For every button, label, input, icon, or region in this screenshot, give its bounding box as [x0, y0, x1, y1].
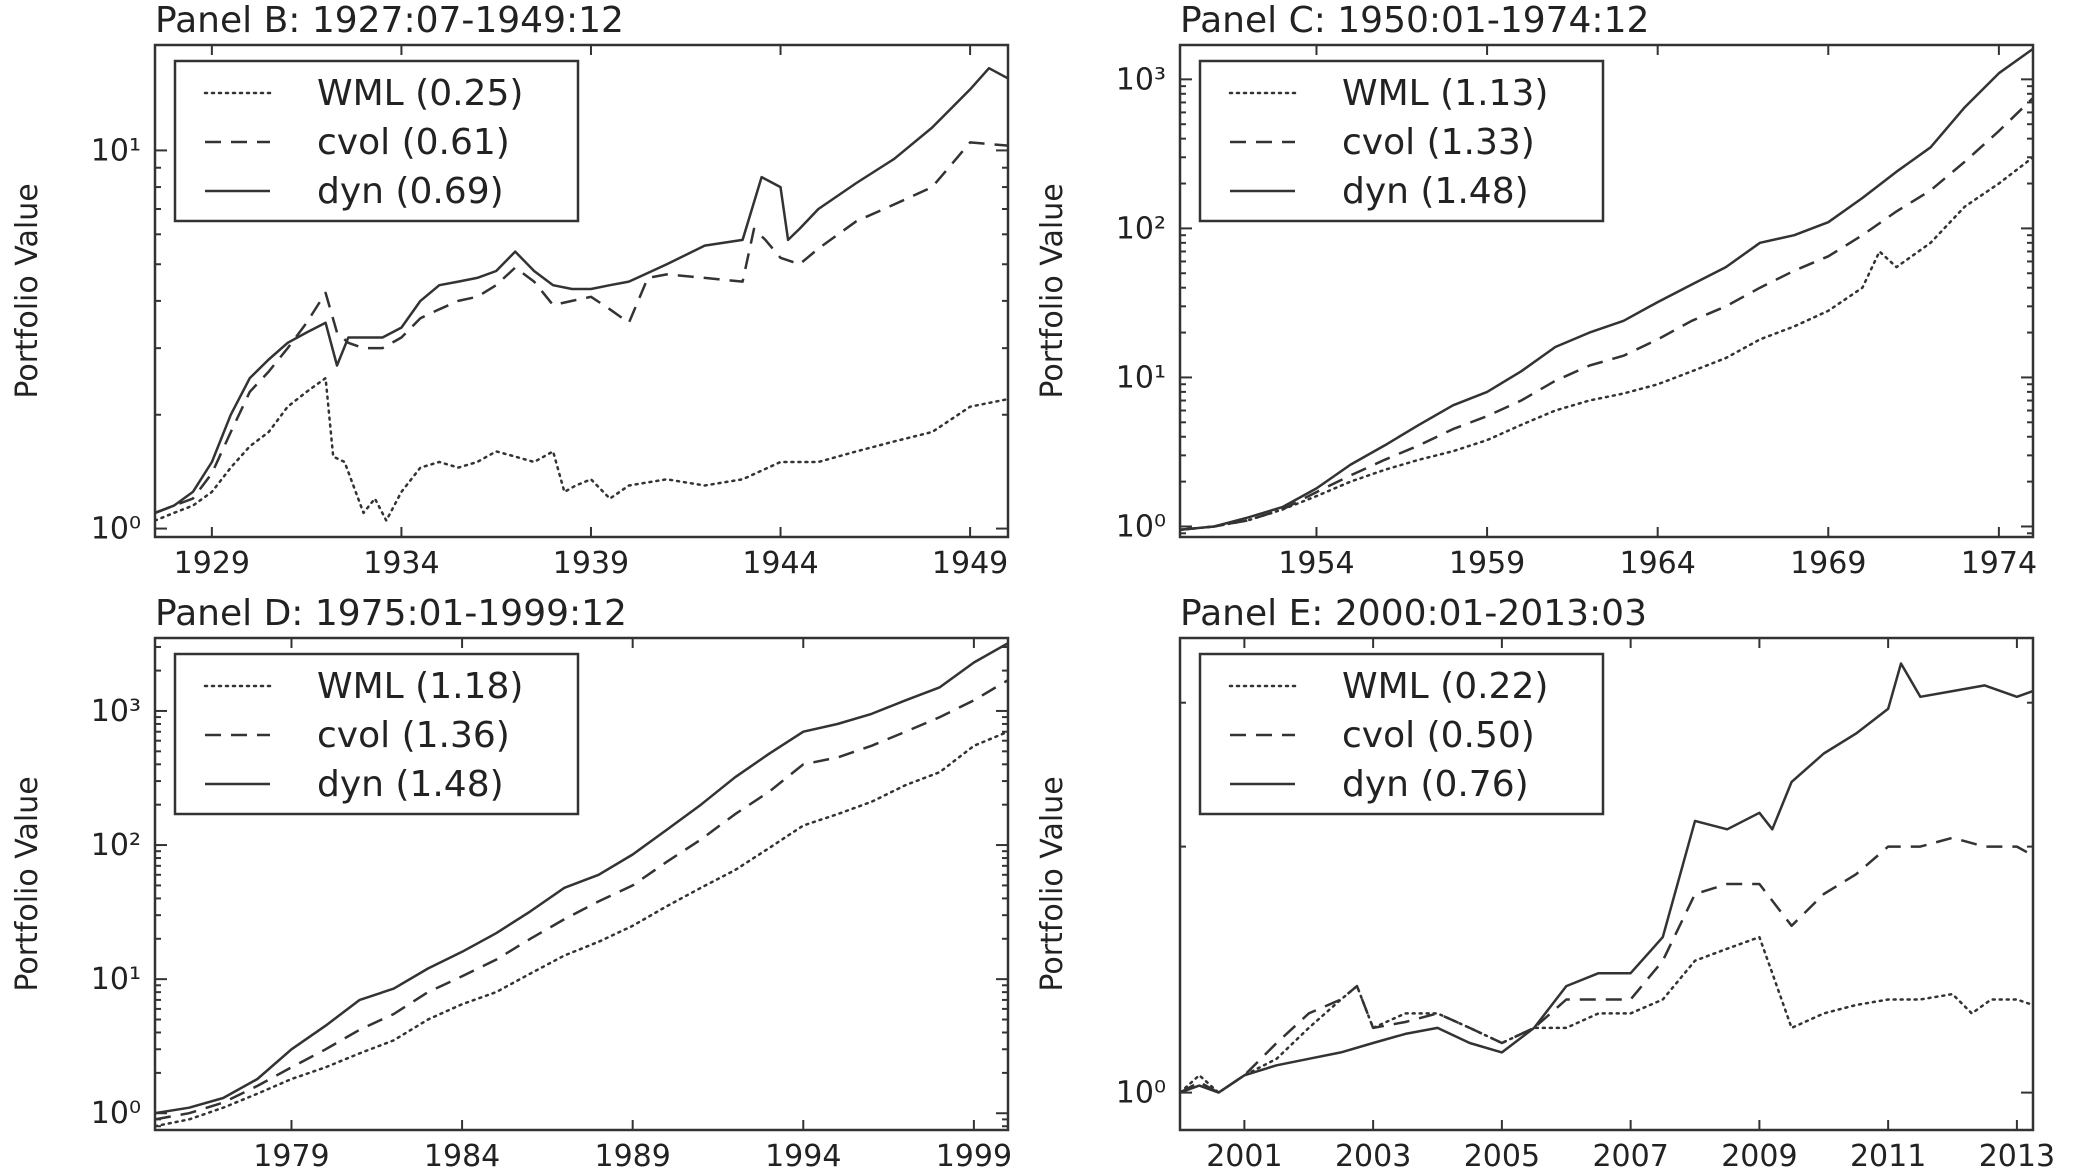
panel-e: Panel E: 2000:01-2013:03 Portfolio Value 2… — [1035, 593, 2055, 1167]
panel-title: Panel B: 1927:07-1949:12 — [155, 0, 624, 41]
series-line-dashed — [155, 679, 1008, 1121]
x-tick-label: 2013 — [1979, 1139, 2055, 1167]
y-axis-label: Portfolio Value — [10, 183, 45, 398]
x-tick-label: 1994 — [765, 1139, 841, 1167]
x-tick-label: 1939 — [553, 546, 629, 581]
x-tick-label: 1989 — [595, 1139, 671, 1167]
x-tick-label: 1979 — [253, 1139, 329, 1167]
y-tick-label: 10⁰ — [1116, 1076, 1166, 1111]
legend-entry: WML (0.25) — [317, 73, 523, 114]
x-tick-label: 2003 — [1335, 1139, 1411, 1167]
x-tick-label: 1984 — [424, 1139, 500, 1167]
legend-entry: dyn (1.48) — [1342, 171, 1529, 212]
x-tick-label: 1934 — [363, 546, 439, 581]
legend-entry: WML (0.22) — [1342, 666, 1548, 707]
legend-entry: cvol (1.36) — [317, 715, 510, 756]
plot-frame — [1178, 636, 2035, 1132]
x-tick-label: 1969 — [1790, 546, 1866, 581]
panel-title: Panel C: 1950:01-1974:12 — [1180, 0, 1649, 41]
legend-entry: dyn (1.48) — [317, 764, 504, 805]
y-tick-label: 10¹ — [91, 133, 141, 168]
series-line-solid — [155, 66, 1008, 515]
x-tick-label: 1974 — [1961, 546, 2037, 581]
y-tick-label: 10³ — [91, 694, 141, 729]
plot-frame — [153, 636, 1010, 1132]
legend-entry: WML (1.18) — [317, 666, 523, 707]
series-line-dashed — [1180, 97, 2033, 532]
y-axis-label: Portfolio Value — [1035, 183, 1070, 398]
x-tick-label: 2011 — [1850, 1139, 1926, 1167]
legend-entry: cvol (0.50) — [1342, 715, 1535, 756]
x-tick-label: 2007 — [1592, 1139, 1668, 1167]
x-tick-label: 1944 — [742, 546, 818, 581]
y-tick-label: 10⁰ — [1116, 509, 1166, 544]
y-tick-label: 10⁰ — [91, 1096, 141, 1131]
x-tick-label: 1959 — [1449, 546, 1525, 581]
x-tick-label: 2001 — [1206, 1139, 1282, 1167]
y-axis-label: Portfolio Value — [10, 776, 45, 991]
panel-title: Panel E: 2000:01-2013:03 — [1180, 593, 1647, 634]
y-tick-label: 10¹ — [1116, 360, 1166, 395]
plot-frame — [153, 43, 1010, 539]
x-tick-label: 1999 — [936, 1139, 1012, 1167]
series-line-solid — [155, 642, 1008, 1115]
x-tick-label: 2009 — [1721, 1139, 1797, 1167]
panel-d: Panel D: 1975:01-1999:12 Portfolio Value 1… — [10, 593, 1012, 1167]
series-line-dotted — [1180, 935, 2033, 1094]
x-tick-label: 1949 — [932, 546, 1008, 581]
legend-entry: cvol (1.33) — [1342, 122, 1535, 163]
panel-c: Panel C: 1950:01-1974:12 Portfolio Value 1… — [1035, 0, 2037, 581]
legend-entry: cvol (0.61) — [317, 122, 510, 163]
y-tick-label: 10² — [91, 828, 141, 863]
x-tick-label: 1929 — [174, 546, 250, 581]
legend-entry: dyn (0.69) — [317, 171, 504, 212]
x-tick-label: 2005 — [1464, 1139, 1540, 1167]
panel-b: Panel B: 1927:07-1949:12 Portfolio Value 1… — [10, 0, 1010, 581]
legend-entry: WML (1.13) — [1342, 73, 1548, 114]
plot-frame — [1178, 43, 2035, 539]
x-tick-label: 1964 — [1620, 546, 1696, 581]
series-line-dashed — [155, 141, 1008, 515]
legend-entry: dyn (0.76) — [1342, 764, 1529, 805]
series-line-dotted — [155, 376, 1008, 522]
series-line-solid — [1180, 662, 2033, 1094]
series-line-dotted — [1180, 156, 2033, 532]
panel-title: Panel D: 1975:01-1999:12 — [155, 593, 627, 634]
y-tick-label: 10⁰ — [91, 512, 141, 547]
y-tick-label: 10³ — [1116, 62, 1166, 97]
y-axis-label: Portfolio Value — [1035, 776, 1070, 991]
series-line-solid — [1180, 47, 2033, 532]
y-tick-label: 10¹ — [91, 962, 141, 997]
series-line-dashed — [1180, 836, 2033, 1094]
x-tick-label: 1954 — [1278, 546, 1354, 581]
series-line-dotted — [155, 730, 1008, 1128]
y-tick-label: 10² — [1116, 211, 1166, 246]
